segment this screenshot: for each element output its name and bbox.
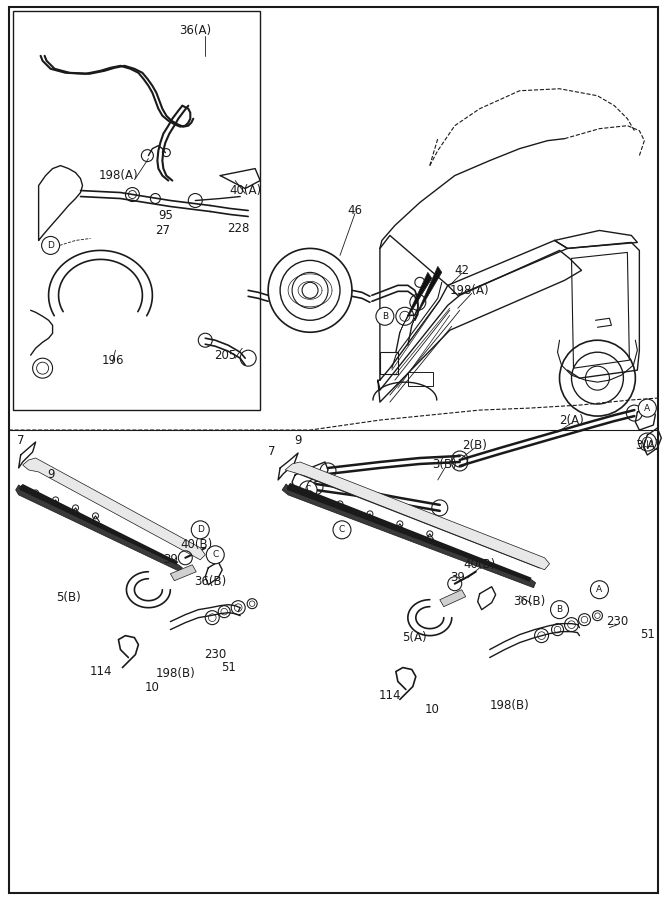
Polygon shape: [400, 273, 432, 332]
Text: 198(A): 198(A): [450, 284, 490, 297]
Text: 39: 39: [163, 554, 178, 566]
Text: 39: 39: [450, 572, 465, 584]
Bar: [408, 373, 433, 386]
Text: 9: 9: [47, 468, 54, 482]
Bar: [13, 11, 260, 410]
Circle shape: [550, 600, 568, 618]
Text: 230: 230: [204, 648, 226, 662]
Polygon shape: [287, 483, 532, 581]
Text: 2(B): 2(B): [462, 438, 487, 452]
Text: 9: 9: [294, 434, 302, 446]
Text: 51: 51: [640, 628, 655, 641]
Text: 5(B): 5(B): [56, 591, 81, 604]
Text: 3(B): 3(B): [432, 458, 457, 472]
Circle shape: [590, 580, 608, 598]
Text: 198(A): 198(A): [99, 169, 138, 182]
Text: 36(A): 36(A): [179, 24, 211, 38]
Text: C: C: [339, 526, 345, 535]
Circle shape: [333, 521, 351, 539]
Polygon shape: [19, 484, 178, 565]
Text: 10: 10: [424, 703, 440, 716]
Text: C: C: [212, 550, 218, 559]
Text: 114: 114: [379, 689, 401, 702]
Polygon shape: [285, 462, 550, 570]
Text: C: C: [305, 485, 311, 494]
Bar: [380, 352, 398, 374]
Polygon shape: [282, 484, 536, 588]
Text: A: A: [596, 585, 602, 594]
Text: 198(B): 198(B): [155, 667, 195, 680]
Circle shape: [191, 521, 209, 539]
Polygon shape: [15, 485, 182, 572]
Text: 230: 230: [606, 615, 628, 628]
Polygon shape: [170, 565, 196, 581]
Text: 95: 95: [158, 209, 173, 222]
Text: 51: 51: [221, 661, 235, 674]
Text: 228: 228: [227, 222, 249, 235]
Text: 40(B): 40(B): [464, 558, 496, 572]
Circle shape: [376, 307, 394, 325]
Text: 7: 7: [17, 434, 25, 446]
Polygon shape: [412, 266, 442, 325]
Text: 3(A): 3(A): [635, 438, 660, 452]
Text: A: A: [644, 403, 650, 412]
Text: 196: 196: [101, 354, 123, 366]
Circle shape: [41, 237, 59, 255]
Text: 5(A): 5(A): [402, 631, 427, 644]
Text: 36(B): 36(B): [514, 595, 546, 608]
Polygon shape: [440, 590, 466, 607]
Circle shape: [206, 545, 224, 563]
Text: 46: 46: [348, 204, 362, 217]
Text: D: D: [197, 526, 203, 535]
Text: 40(B): 40(B): [180, 538, 212, 552]
Text: 205: 205: [214, 348, 236, 362]
Circle shape: [638, 399, 656, 417]
Text: 114: 114: [89, 665, 112, 678]
Text: 2(A): 2(A): [559, 414, 584, 427]
Text: 40(A): 40(A): [229, 184, 261, 197]
Text: 36(B): 36(B): [194, 575, 226, 589]
Text: 27: 27: [155, 224, 170, 237]
Text: 198(B): 198(B): [490, 699, 530, 712]
Text: D: D: [47, 241, 54, 250]
Text: 7: 7: [268, 446, 276, 458]
Text: B: B: [556, 605, 562, 614]
Polygon shape: [23, 458, 205, 560]
Text: 42: 42: [454, 264, 469, 277]
Text: B: B: [382, 311, 388, 320]
Circle shape: [299, 481, 317, 499]
Text: 10: 10: [145, 681, 160, 694]
